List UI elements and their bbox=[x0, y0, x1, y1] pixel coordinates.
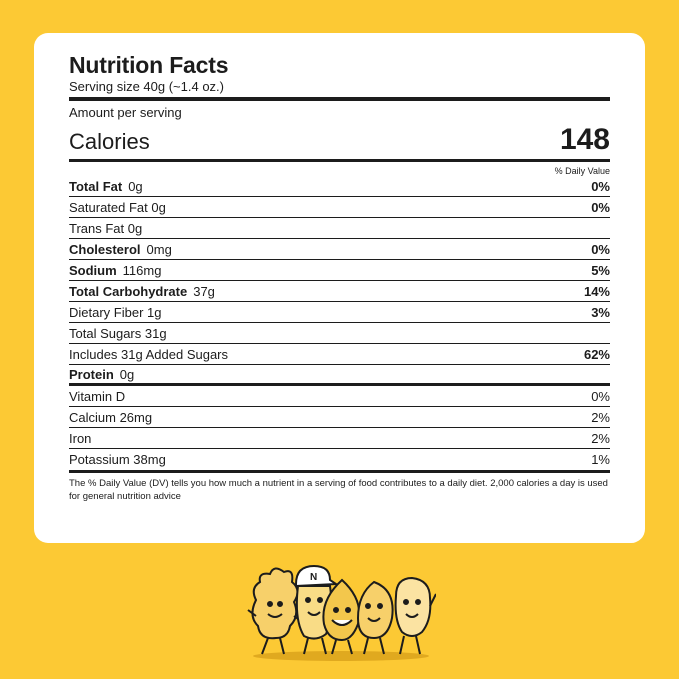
nutrient-label: Protein bbox=[69, 366, 114, 382]
vitamin-name: Calcium 26mg bbox=[69, 409, 153, 425]
vitamin-row: Calcium 26mg 2% bbox=[69, 407, 610, 428]
vitamin-row: Iron 2% bbox=[69, 428, 610, 449]
vitamin-name: Vitamin D bbox=[69, 388, 126, 404]
nutrient-row: Total Fat 0g 0% bbox=[69, 176, 610, 197]
nutrient-name: Saturated Fat 0g bbox=[69, 197, 166, 218]
nutrient-amount: 116mg bbox=[122, 262, 162, 278]
divider-thick bbox=[69, 97, 610, 101]
nutrient-row: Total Carbohydrate 37g 14% bbox=[69, 281, 610, 302]
nutrient-label: Includes 31g Added Sugars bbox=[69, 346, 229, 362]
nutrient-daily-value: 5% bbox=[591, 262, 610, 278]
nutrient-label: Total Carbohydrate bbox=[69, 283, 188, 299]
snack-characters-illustration: N bbox=[247, 564, 436, 661]
nutrient-name: Includes 31g Added Sugars bbox=[69, 344, 228, 365]
nutrient-row: Dietary Fiber 1g 3% bbox=[69, 302, 610, 323]
daily-value-header: % Daily Value bbox=[554, 166, 610, 176]
nutrient-daily-value: 62% bbox=[583, 346, 610, 362]
vitamin-list: Vitamin D 0% Calcium 26mg 2% Iron 2% Potassium… bbox=[69, 386, 610, 470]
nutrient-name: Cholesterol 0mg bbox=[69, 239, 172, 260]
nutrient-label: Cholesterol bbox=[69, 241, 141, 257]
amount-per-serving: Amount per serving bbox=[69, 105, 182, 120]
nutrient-row: Includes 31g Added Sugars 62% bbox=[69, 344, 610, 365]
vitamin-daily-value: 1% bbox=[591, 452, 610, 467]
nutrient-row: Cholesterol 0mg 0% bbox=[69, 239, 610, 260]
nutrient-row: Saturated Fat 0g 0% bbox=[69, 197, 610, 218]
nutrient-name: Total Carbohydrate 37g bbox=[69, 281, 215, 302]
nutrient-daily-value: 0% bbox=[591, 241, 610, 257]
vitamin-row: Potassium 38mg 1% bbox=[69, 449, 610, 470]
calories-value: 148 bbox=[559, 123, 610, 156]
nutrient-daily-value: 0% bbox=[591, 199, 610, 215]
vitamin-row: Vitamin D 0% bbox=[69, 386, 610, 407]
nutrient-daily-value: 3% bbox=[591, 304, 610, 320]
divider-calories bbox=[69, 159, 610, 162]
nutrient-name: Total Sugars 31g bbox=[69, 323, 167, 344]
vitamin-daily-value: 2% bbox=[591, 409, 610, 425]
footnote: The % Daily Value (DV) tells you how muc… bbox=[69, 470, 610, 503]
nutrient-name: Trans Fat 0g bbox=[69, 218, 142, 239]
nutrient-name: Protein 0g bbox=[69, 364, 134, 385]
nutrient-amount: 0mg bbox=[146, 241, 172, 257]
nutrient-row: Protein 0g bbox=[69, 365, 610, 386]
svg-text:N: N bbox=[310, 572, 317, 583]
nutrient-daily-value: 14% bbox=[583, 283, 610, 299]
vitamin-daily-value: 0% bbox=[591, 388, 610, 404]
nutrient-label: Total Sugars 31g bbox=[69, 325, 167, 341]
nutrition-facts-label: Nutrition Facts Serving size 40g (~1.4 o… bbox=[69, 53, 610, 503]
vitamin-name: Iron bbox=[69, 430, 92, 446]
nutrient-amount: 37g bbox=[193, 283, 215, 299]
nutrient-label: Total Fat bbox=[69, 178, 123, 194]
nutrient-label: Trans Fat 0g bbox=[69, 220, 143, 236]
calories-row: Calories 148 bbox=[69, 123, 610, 155]
nutrient-label: Saturated Fat 0g bbox=[69, 199, 166, 215]
nutrient-name: Sodium 116mg bbox=[69, 260, 161, 281]
serving-size: Serving size 40g (~1.4 oz.) bbox=[69, 79, 224, 94]
nutrient-amount: 0g bbox=[119, 366, 135, 382]
vitamin-name: Potassium 38mg bbox=[69, 452, 166, 467]
vitamin-daily-value: 2% bbox=[591, 430, 610, 446]
nutrient-name: Dietary Fiber 1g bbox=[69, 302, 161, 323]
nutrient-name: Total Fat 0g bbox=[69, 176, 143, 197]
nutrient-list: Total Fat 0g 0% Saturated Fat 0g 0% Trans Fat… bbox=[69, 176, 610, 386]
nutrient-daily-value: 0% bbox=[591, 178, 610, 194]
nutrient-row: Trans Fat 0g bbox=[69, 218, 610, 239]
nutrient-label: Sodium bbox=[69, 262, 117, 278]
nutrition-card: Nutrition Facts Serving size 40g (~1.4 o… bbox=[34, 33, 645, 543]
nutrient-row: Sodium 116mg 5% bbox=[69, 260, 610, 281]
nutrient-row: Total Sugars 31g bbox=[69, 323, 610, 344]
nutrient-amount: 0g bbox=[128, 178, 143, 194]
label-title: Nutrition Facts bbox=[69, 52, 229, 78]
calories-label: Calories bbox=[69, 129, 150, 154]
nutrient-label: Dietary Fiber 1g bbox=[69, 304, 162, 320]
